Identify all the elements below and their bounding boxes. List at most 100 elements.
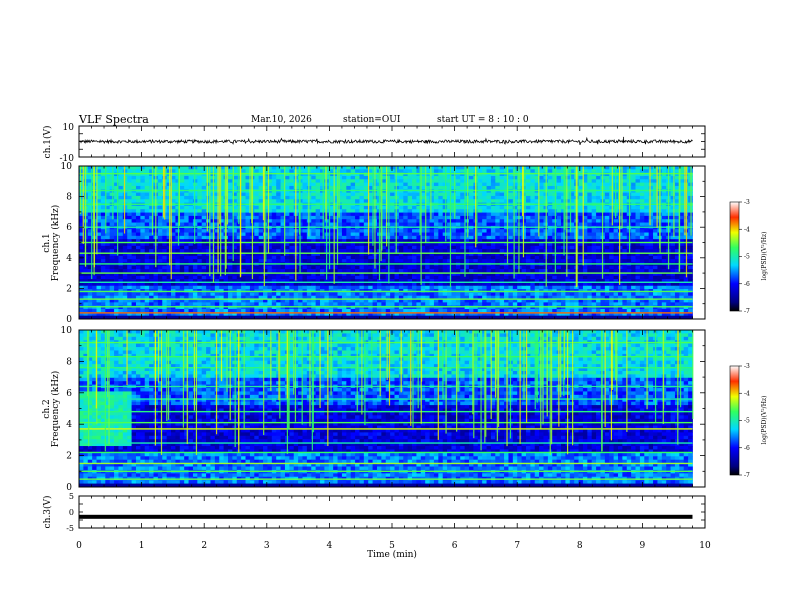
spectrogram-cell <box>416 275 422 280</box>
spectrogram-cell <box>276 249 281 253</box>
spectrogram-cell <box>565 222 571 227</box>
spectrogram-cell <box>118 232 124 237</box>
spectrogram-cell <box>179 215 185 220</box>
spectrogram-cell <box>482 265 487 270</box>
spectrogram-cell <box>464 195 470 200</box>
spectrogram-cell <box>311 199 317 203</box>
spectrogram-cell <box>416 219 422 223</box>
spectrogram-cell <box>341 199 347 203</box>
spectrogram-cell <box>582 259 588 263</box>
spectrogram-cell <box>499 272 505 277</box>
spectrogram-cell <box>587 205 593 210</box>
spectrogram-cell <box>604 219 610 223</box>
spectrogram-cell <box>425 279 430 283</box>
spectrogram-cell <box>197 269 203 273</box>
spectrogram-cell <box>639 212 645 217</box>
spectrogram-cell <box>201 185 207 190</box>
spectrogram-cell <box>232 275 238 280</box>
spectrogram-cell <box>284 229 290 233</box>
spectrogram-cell <box>403 265 409 270</box>
spectrogram-cell <box>258 166 264 170</box>
spectrogram-cell <box>175 185 181 190</box>
spectrogram-cell <box>412 255 417 260</box>
spectrogram-cell <box>166 222 172 227</box>
spectrogram-cell <box>149 222 154 227</box>
spectrogram-cell <box>477 232 483 237</box>
spectrogram-cell <box>390 199 395 203</box>
spectrogram-cell <box>184 192 189 197</box>
spectrogram-cell <box>267 249 273 253</box>
spectrogram-cell <box>587 259 593 263</box>
spectrogram-cell <box>79 222 84 227</box>
spectrogram-cell <box>613 229 619 233</box>
spectrogram-cell <box>258 205 264 210</box>
spectrogram-cell <box>79 172 84 177</box>
spectrogram-cell <box>122 272 128 277</box>
spectrogram-cell <box>149 249 154 253</box>
spectrogram-cell <box>617 166 623 170</box>
spectrogram-cell <box>420 242 426 247</box>
spectrogram-cell <box>341 269 347 273</box>
spectrogram-cell <box>140 199 146 203</box>
spectrogram-cell <box>433 219 439 223</box>
spectrogram-cell <box>490 166 496 170</box>
spectrogram-cell <box>398 252 404 257</box>
spectrogram-cell <box>508 235 514 240</box>
spectrogram-cell <box>631 239 636 243</box>
spectrogram-cell <box>131 212 137 217</box>
spectrogram-cell <box>679 185 685 190</box>
spectrogram-cell <box>79 209 84 213</box>
spectrogram-cell <box>499 229 505 233</box>
spectrogram-cell <box>635 252 641 257</box>
spectrogram-cell <box>302 205 308 210</box>
spectrogram-cell <box>390 215 395 220</box>
spectrogram-cell <box>197 275 203 280</box>
spectrogram-cell <box>241 242 246 247</box>
spectrogram-cell <box>508 279 514 283</box>
spectrogram-cell <box>254 219 260 223</box>
spectrogram-cell <box>157 166 163 170</box>
spectrogram-cell <box>245 222 251 227</box>
spectrogram-cell <box>683 275 689 280</box>
spectrogram-cell <box>298 272 303 277</box>
spectrogram-cell <box>385 182 391 187</box>
spectrogram-cell <box>552 175 558 180</box>
spectrogram-cell <box>626 252 632 257</box>
spectrogram-cell <box>613 259 619 263</box>
spectrogram-cell <box>79 245 84 250</box>
spectrogram-cell <box>429 172 435 177</box>
spectrogram-cell <box>455 275 461 280</box>
spectrogram-cell <box>127 242 132 247</box>
spectrogram-cell <box>79 232 84 237</box>
spectrogram-cell <box>245 249 251 253</box>
spectrogram-cell <box>451 222 457 227</box>
spectrogram-cell <box>661 232 667 237</box>
spectrogram-cell <box>363 229 369 233</box>
spectrogram-cell <box>390 175 395 180</box>
spectrogram-cell <box>368 195 373 200</box>
spectrogram-cell <box>609 245 614 250</box>
spectrogram-cell <box>433 275 439 280</box>
spectrogram-cell <box>587 199 593 203</box>
spectrogram-cell <box>631 249 636 253</box>
spectrogram-cell <box>403 209 409 213</box>
spectrogram-cell <box>201 259 207 263</box>
spectrogram-cell <box>232 255 238 260</box>
spectrogram-cell <box>144 279 150 283</box>
spectrogram-cell <box>276 172 281 177</box>
spectrogram-cell <box>425 255 430 260</box>
spectrogram-cell <box>280 182 286 187</box>
spectrogram-cell <box>635 242 641 247</box>
spectrogram-cell <box>547 245 553 250</box>
spectrogram-cell <box>232 215 238 220</box>
spectrogram-cell <box>482 255 487 260</box>
spectrogram-cell <box>210 215 216 220</box>
spectrogram-cell <box>569 215 575 220</box>
spectrogram-cell <box>455 205 461 210</box>
spectrogram-cell <box>398 239 404 243</box>
spectrogram-cell <box>534 192 540 197</box>
spectrogram-cell <box>236 252 242 257</box>
spectrogram-cell <box>359 272 365 277</box>
spectrogram-cell <box>206 175 211 180</box>
spectrogram-cell <box>144 249 150 253</box>
